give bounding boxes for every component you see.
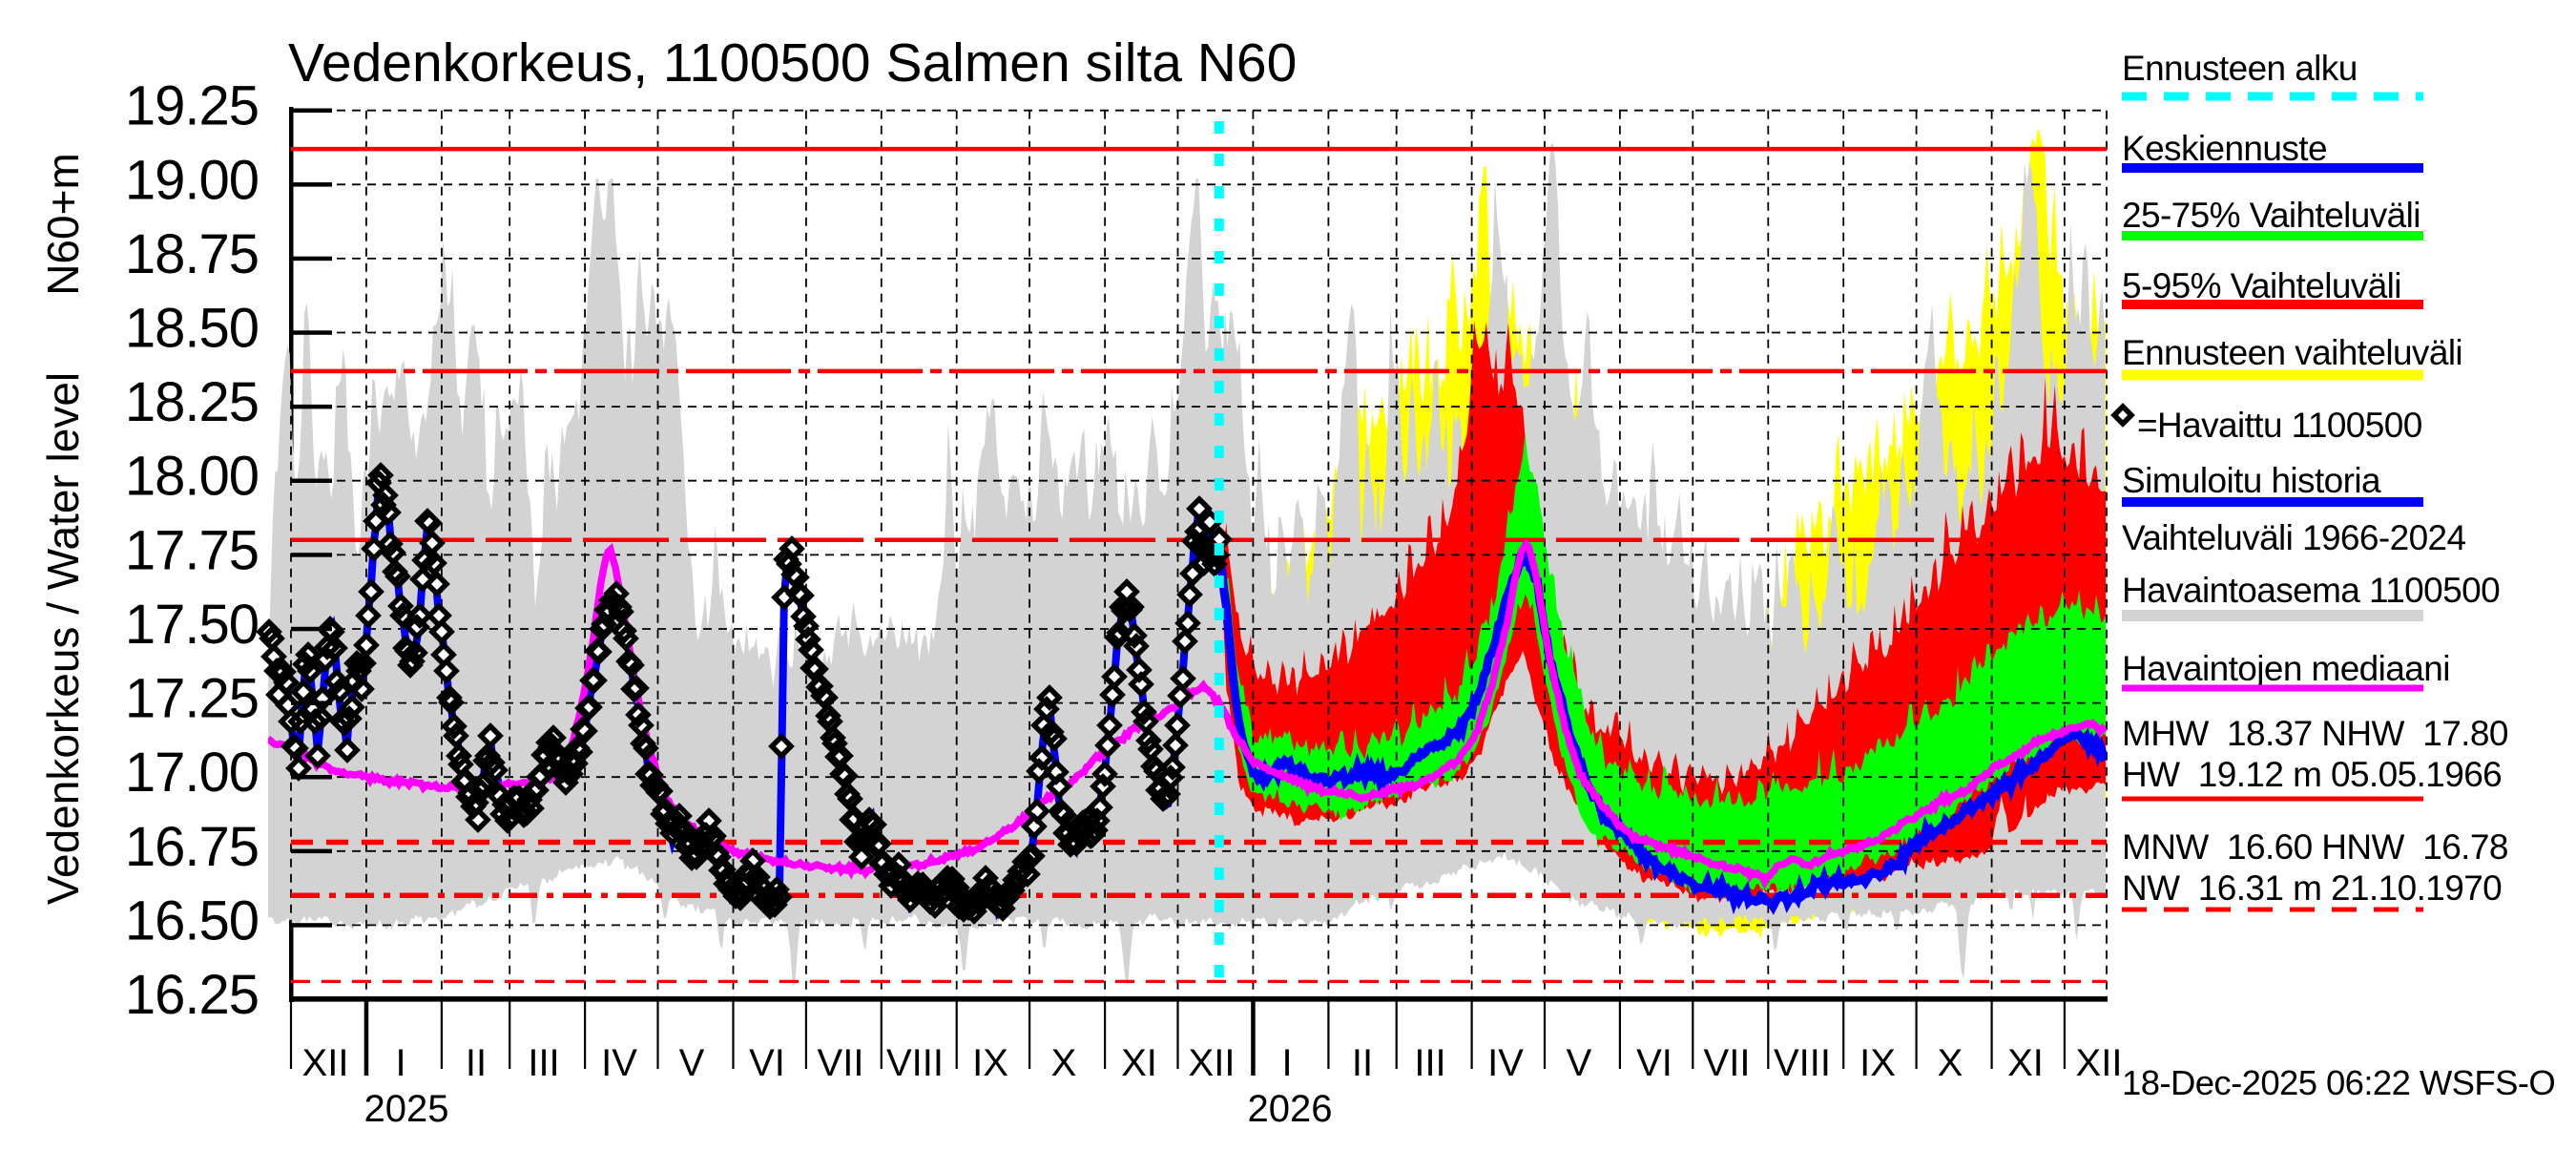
svg-text:19.25: 19.25	[125, 75, 259, 137]
svg-text:2026: 2026	[1248, 1088, 1333, 1130]
svg-text:V: V	[1567, 1042, 1592, 1084]
svg-text:18.75: 18.75	[125, 223, 259, 285]
svg-text:Ennusteen alku: Ennusteen alku	[2122, 49, 2358, 88]
svg-text:II: II	[1352, 1042, 1373, 1084]
svg-text:I: I	[395, 1042, 405, 1084]
svg-text:18.25: 18.25	[125, 371, 259, 433]
svg-text:Vedenkorkeus / Water level: Vedenkorkeus / Water level	[38, 372, 88, 905]
svg-text:X: X	[1938, 1042, 1963, 1084]
svg-text:17.75: 17.75	[125, 519, 259, 581]
svg-text:=Havaittu 1100500: =Havaittu 1100500	[2137, 406, 2422, 445]
svg-text:XI: XI	[1121, 1042, 1157, 1084]
svg-text:VIII: VIII	[886, 1042, 944, 1084]
svg-text:IV: IV	[1487, 1042, 1524, 1084]
svg-text:VII: VII	[818, 1042, 864, 1084]
svg-text:16.50: 16.50	[125, 889, 259, 951]
svg-text:25-75% Vaihteluväli: 25-75% Vaihteluväli	[2122, 196, 2420, 235]
svg-text:Ennusteen vaihteluväli: Ennusteen vaihteluväli	[2122, 333, 2462, 372]
svg-text:17.50: 17.50	[125, 594, 259, 656]
svg-text:18.00: 18.00	[125, 446, 259, 508]
svg-text:18-Dec-2025 06:22 WSFS-O: 18-Dec-2025 06:22 WSFS-O	[2122, 1063, 2555, 1102]
svg-text:XII: XII	[2076, 1042, 2123, 1084]
svg-text:16.25: 16.25	[125, 964, 259, 1026]
svg-text:17.25: 17.25	[125, 668, 259, 730]
svg-text:HW 19.12 m 05.05.1966: HW 19.12 m 05.05.1966	[2122, 755, 2502, 794]
svg-text:III: III	[1414, 1042, 1445, 1084]
svg-text:MNW 16.60 HNW 16.78: MNW 16.60 HNW 16.78	[2122, 827, 2508, 867]
svg-text:Havaintojen mediaani: Havaintojen mediaani	[2122, 649, 2450, 688]
svg-text:X: X	[1051, 1042, 1077, 1084]
svg-text:N60+m: N60+m	[38, 153, 88, 296]
svg-text:VI: VI	[749, 1042, 785, 1084]
svg-text:XII: XII	[302, 1042, 349, 1084]
svg-text:Keskiennuste: Keskiennuste	[2122, 129, 2327, 168]
svg-text:NW 16.31 m 21.10.1970: NW 16.31 m 21.10.1970	[2122, 868, 2502, 908]
svg-text:17.00: 17.00	[125, 742, 259, 804]
svg-text:Vedenkorkeus, 1100500 Salmen s: Vedenkorkeus, 1100500 Salmen silta N60	[288, 32, 1297, 94]
svg-text:III: III	[528, 1042, 559, 1084]
svg-text:19.00: 19.00	[125, 149, 259, 211]
svg-text:XI: XI	[2007, 1042, 2044, 1084]
svg-text:MHW 18.37 NHW 17.80: MHW 18.37 NHW 17.80	[2122, 714, 2508, 753]
svg-text:2025: 2025	[364, 1088, 449, 1130]
svg-text:Simuloitu historia: Simuloitu historia	[2122, 461, 2381, 500]
svg-text:I: I	[1281, 1042, 1292, 1084]
svg-text:18.50: 18.50	[125, 298, 259, 360]
svg-text:5-95% Vaihteluväli: 5-95% Vaihteluväli	[2122, 266, 2401, 305]
svg-text:IV: IV	[601, 1042, 637, 1084]
svg-text:IX: IX	[1859, 1042, 1896, 1084]
svg-text:16.75: 16.75	[125, 816, 259, 878]
svg-text:IX: IX	[972, 1042, 1008, 1084]
svg-text:VII: VII	[1704, 1042, 1751, 1084]
svg-text:VI: VI	[1636, 1042, 1672, 1084]
svg-text:XII: XII	[1189, 1042, 1236, 1084]
svg-text:II: II	[466, 1042, 487, 1084]
svg-text:VIII: VIII	[1774, 1042, 1831, 1084]
svg-text:Havaintoasema 1100500: Havaintoasema 1100500	[2122, 571, 2500, 610]
svg-text:Vaihteluväli 1966-2024: Vaihteluväli 1966-2024	[2122, 518, 2466, 557]
svg-text:V: V	[679, 1042, 705, 1084]
